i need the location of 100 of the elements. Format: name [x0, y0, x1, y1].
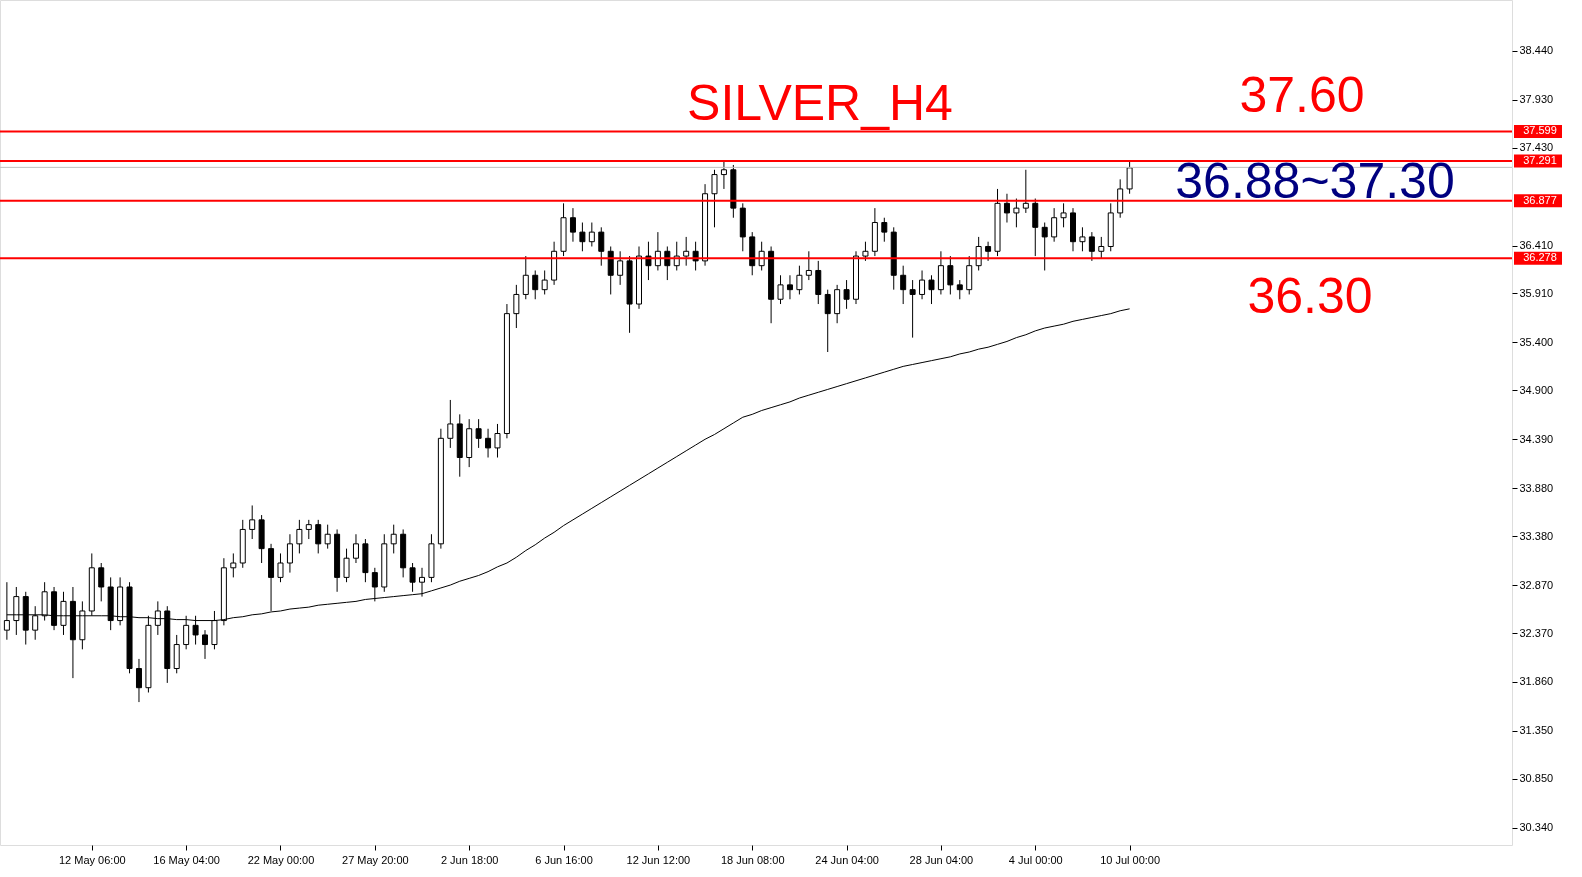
candlestick [824, 289, 831, 353]
y-tick-label: 30.850 [1519, 772, 1554, 785]
candlestick [1051, 207, 1058, 243]
candlestick [1032, 198, 1039, 257]
candlestick [315, 519, 322, 554]
candlestick [588, 222, 595, 247]
y-tick-label: 35.400 [1519, 335, 1554, 348]
y-tick-label: 37.930 [1519, 93, 1554, 106]
candlestick [135, 658, 142, 703]
candlestick [1088, 231, 1095, 262]
candlestick [419, 567, 426, 598]
candlestick [1098, 236, 1105, 259]
candlestick [352, 533, 359, 564]
candlestick [579, 222, 586, 252]
candlestick [532, 269, 539, 300]
ref-line-label: 36.278 [1523, 251, 1557, 264]
candlestick [249, 504, 256, 540]
candlestick [1013, 198, 1020, 228]
ref-line-label: 36.877 [1523, 193, 1557, 206]
candlestick [985, 241, 992, 262]
candlestick [777, 274, 784, 305]
y-tick-label: 38.440 [1519, 44, 1554, 57]
candlestick [796, 265, 803, 295]
x-tick-label: 12 May 06:00 [58, 853, 126, 866]
ref-line-label: 37.291 [1523, 154, 1557, 167]
x-tick-label: 27 May 20:00 [342, 853, 409, 866]
y-tick-label: 34.390 [1519, 432, 1554, 445]
candlestick [720, 159, 727, 190]
candlestick [390, 524, 397, 554]
candlestick [598, 226, 605, 267]
y-tick-label: 33.380 [1519, 529, 1554, 542]
y-tick-label: 35.910 [1519, 287, 1554, 299]
candlestick [296, 519, 303, 554]
x-tick-label: 22 May 00:00 [247, 853, 315, 866]
candlestick [324, 524, 331, 550]
candlestick [485, 428, 492, 459]
candlestick [1126, 160, 1133, 195]
candlestick [909, 279, 916, 339]
x-tick-label: 12 Jun 12:00 [626, 853, 691, 866]
candlestick [862, 241, 869, 262]
candlestick [843, 279, 850, 310]
candlestick [569, 207, 576, 243]
candlestick [371, 567, 378, 602]
x-tick-label: 6 Jun 16:00 [535, 853, 593, 866]
candlestick [617, 250, 624, 286]
candlestick [513, 284, 520, 329]
candlestick [928, 274, 935, 305]
candlestick [956, 279, 963, 300]
candlestick [409, 562, 416, 593]
x-tick-label: 24 Jun 04:00 [815, 853, 879, 866]
x-tick-label: 18 Jun 08:00 [720, 853, 785, 866]
x-tick-label: 4 Jul 00:00 [1008, 853, 1063, 866]
candlestick [919, 269, 926, 300]
candlestick [541, 269, 548, 295]
candlestick [711, 169, 718, 228]
annotation: SILVER_H4 [687, 75, 953, 131]
candlestick [277, 552, 284, 583]
ref-line-label: 37.599 [1523, 124, 1557, 137]
candlestick [900, 265, 907, 305]
candlestick [475, 418, 482, 449]
candlestick [1079, 226, 1086, 252]
candlestick [202, 629, 209, 660]
candlestick [937, 250, 944, 295]
text: 37.60 [1239, 67, 1365, 123]
candlestick [173, 634, 180, 674]
y-tick-label: 34.900 [1519, 383, 1554, 396]
y-tick-label: 31.350 [1519, 724, 1554, 737]
candlestick [230, 552, 237, 578]
y-tick-label: 33.880 [1519, 481, 1554, 494]
y-tick-label: 30.340 [1519, 821, 1554, 834]
candlestick [607, 246, 614, 295]
text: 36.88~37.30 [1175, 153, 1455, 209]
y-tick-label: 32.370 [1519, 626, 1554, 639]
candlestick [1022, 169, 1029, 214]
candlestick [815, 260, 822, 305]
x-tick-label: 10 Jul 00:00 [1100, 853, 1161, 866]
candlestick [447, 399, 454, 449]
candlestick [1041, 222, 1048, 271]
y-tick-label: 36.410 [1519, 239, 1554, 252]
candlestick [1003, 193, 1010, 224]
candlestick [975, 236, 982, 271]
candlestick [305, 519, 312, 540]
candlestick [522, 255, 529, 300]
candlestick [1060, 202, 1067, 228]
candlestick [683, 236, 690, 267]
candlestick [881, 217, 888, 243]
text: 36.30 [1247, 268, 1373, 324]
candlestick [947, 255, 954, 295]
x-tick-label: 16 May 04:00 [153, 853, 220, 866]
candlestick [343, 548, 350, 583]
candlestick [286, 533, 293, 574]
candlestick [966, 255, 973, 295]
candlestick [834, 284, 841, 324]
x-tick-label: 28 Jun 04:00 [909, 853, 974, 866]
candlestick [494, 423, 501, 459]
candlestick [786, 274, 793, 300]
x-tick-label: 2 Jun 18:00 [440, 853, 499, 866]
candlestick [805, 250, 812, 281]
y-tick-label: 31.860 [1519, 675, 1554, 688]
y-tick-label: 37.430 [1519, 141, 1554, 154]
